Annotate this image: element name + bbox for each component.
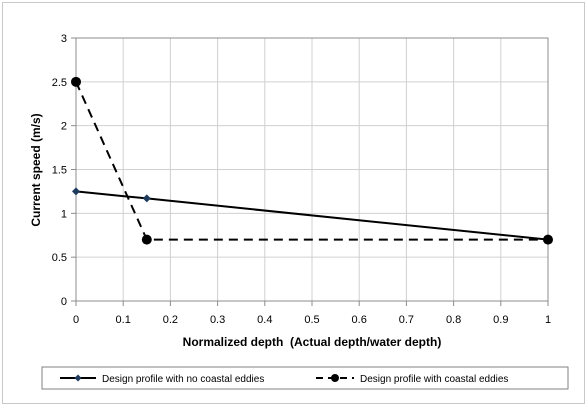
y-axis-label: Current speed (m/s) <box>29 113 43 226</box>
x-tick-label: 0 <box>73 314 79 326</box>
legend-item: Design profile with coastal eddies <box>316 374 508 385</box>
data-point <box>141 234 152 245</box>
y-tick-label: 0 <box>61 296 67 308</box>
series-group <box>71 76 553 245</box>
x-tick-label: 0.9 <box>493 314 508 326</box>
legend-label: Design profile with no coastal eddies <box>102 374 264 385</box>
y-tick-label: 0.5 <box>52 252 67 264</box>
y-tick-label: 1 <box>61 208 67 220</box>
y-tick-label: 3 <box>61 33 67 45</box>
legend: Design profile with no coastal eddies Des… <box>60 374 508 385</box>
x-tick-label: 0.4 <box>257 314 272 326</box>
x-tick-label: 0.2 <box>163 314 178 326</box>
x-axis: 0 0.1 0.2 0.3 0.4 0.5 0.6 0.7 0.8 0.9 1 <box>73 301 551 326</box>
x-tick-label: 0.5 <box>304 314 319 326</box>
y-tick-label: 2 <box>61 121 67 133</box>
legend-label: Design profile with coastal eddies <box>360 374 508 385</box>
x-tick-label: 0.8 <box>446 314 461 326</box>
data-point <box>142 194 151 203</box>
x-tick-label: 0.7 <box>399 314 414 326</box>
x-tick-label: 1 <box>545 314 551 326</box>
legend-marker <box>74 374 82 382</box>
x-tick-label: 0.3 <box>210 314 225 326</box>
data-point <box>71 76 81 87</box>
legend-box <box>41 366 569 390</box>
y-tick-label: 2.5 <box>52 77 67 89</box>
y-tick-label: 1.5 <box>52 165 67 177</box>
series-2 <box>71 76 553 245</box>
x-tick-label: 0.6 <box>352 314 367 326</box>
y-axis: 0 0.5 1 1.5 2 2.5 3 <box>52 33 76 308</box>
x-tick-label: 0.1 <box>116 314 131 326</box>
x-axis-label: Normalized depth (Actual depth/water dep… <box>183 335 442 349</box>
legend-marker <box>331 374 339 382</box>
legend-item: Design profile with no coastal eddies <box>60 374 264 385</box>
data-point <box>543 234 553 245</box>
data-point <box>72 187 80 196</box>
